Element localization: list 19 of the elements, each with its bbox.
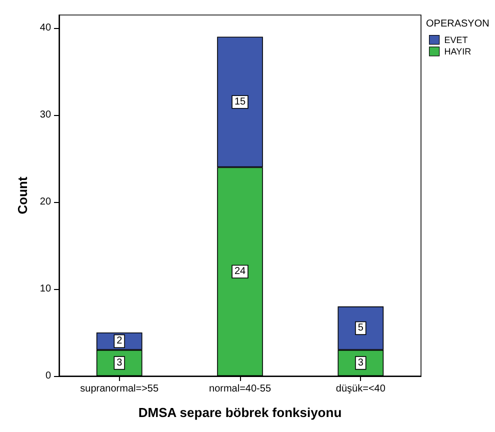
y-tick-label: 10 [40, 284, 52, 295]
data-label: 24 [234, 266, 246, 278]
x-tick-label: normal=40-55 [209, 384, 272, 394]
data-label: 15 [234, 96, 246, 108]
legend-label: HAYIR [444, 46, 472, 56]
y-tick-label: 30 [40, 110, 52, 121]
data-label: 3 [358, 357, 364, 368]
legend-label: EVET [444, 34, 468, 45]
y-tick-label: 20 [40, 196, 52, 208]
x-tick-label: düşük=<40 [336, 384, 386, 394]
data-label: 5 [358, 322, 364, 334]
y-tick-label: 40 [40, 22, 52, 34]
x-tick-label: supranormal=>55 [80, 384, 159, 394]
y-axis-title: Count [15, 176, 30, 214]
data-label: 3 [116, 357, 123, 368]
x-axis-title: DMSA separe böbrek fonksiyonu [138, 405, 342, 420]
data-label: 2 [116, 336, 123, 347]
y-tick-label: 0 [45, 370, 52, 382]
legend-title: OPERASYON [426, 18, 490, 30]
